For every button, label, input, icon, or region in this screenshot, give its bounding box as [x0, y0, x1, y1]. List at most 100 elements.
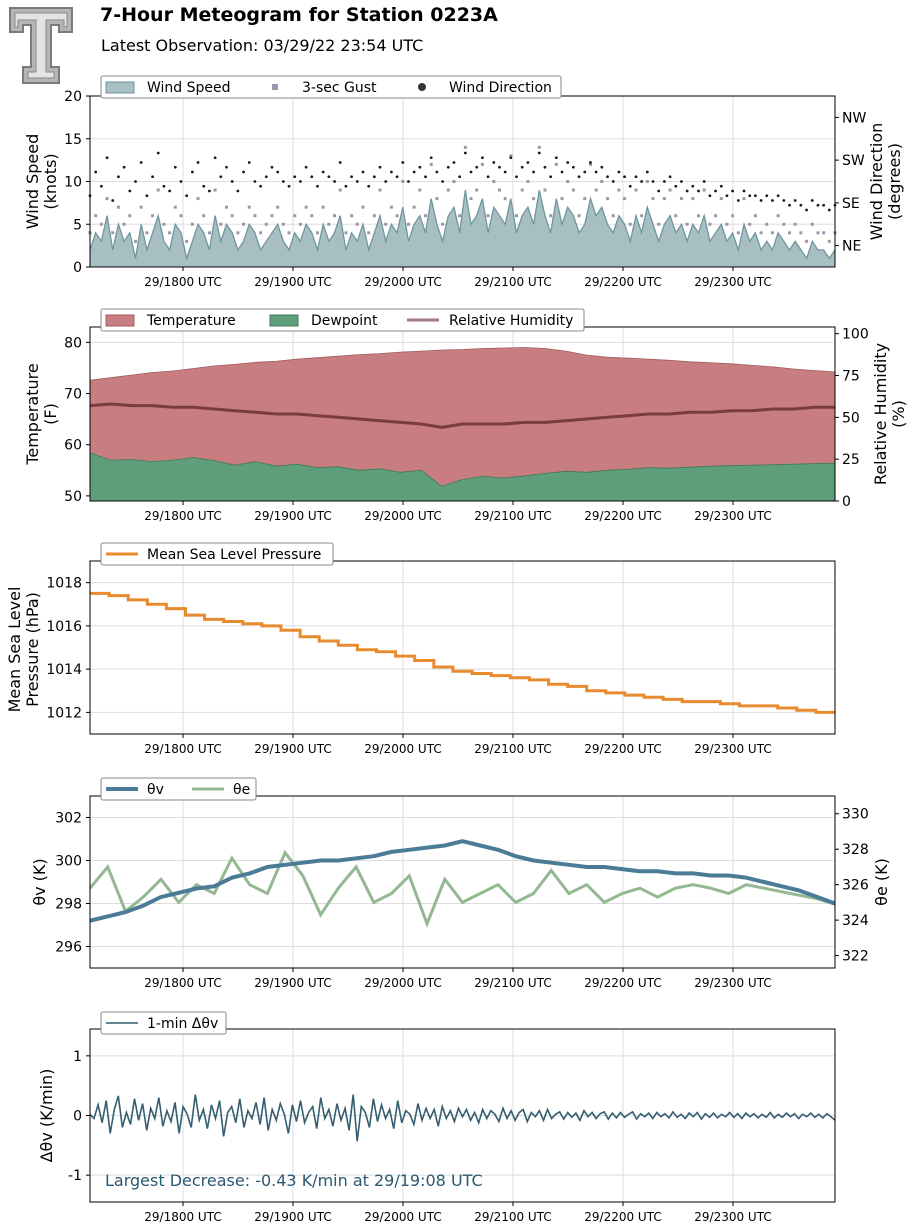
wind-direction-point	[498, 165, 501, 169]
legend-box	[100, 308, 585, 332]
gust-point	[475, 188, 479, 192]
x-tick-label: 29/2000 UTC	[364, 976, 441, 990]
gust-point	[594, 188, 598, 192]
wind-direction-point	[446, 165, 450, 169]
y2-tick-label: SE	[842, 196, 860, 212]
wind-direction-point	[230, 180, 234, 183]
gust-point	[691, 197, 695, 201]
x-tick-label: 29/1800 UTC	[144, 1210, 221, 1224]
wind-direction-point	[719, 184, 723, 188]
x-tick-label: 29/2100 UTC	[474, 509, 551, 523]
wind-direction-point	[492, 161, 496, 164]
x-tick-label: 29/2200 UTC	[584, 509, 661, 523]
gust-point	[770, 231, 774, 235]
x-tick-label: 29/2200 UTC	[584, 275, 661, 289]
wind-direction-point	[287, 184, 291, 188]
wind-direction-point	[714, 189, 717, 193]
gust-point	[202, 214, 206, 218]
y-tick-label: 298	[55, 897, 82, 913]
gust-point	[315, 231, 319, 235]
wind-direction-point	[281, 180, 285, 183]
theta-e-axis-label: θe (K)	[872, 858, 891, 906]
y-tick-label: 10	[64, 175, 82, 191]
gust-point	[429, 162, 433, 166]
y2-tick-label: 330	[842, 807, 869, 823]
wind-direction-point	[657, 189, 661, 193]
gust-point	[731, 214, 735, 218]
wind-direction-point	[583, 170, 587, 174]
x-tick-label: 29/1900 UTC	[254, 742, 331, 756]
gust-point	[685, 222, 689, 226]
gust-point	[788, 231, 792, 235]
gust-point	[588, 162, 592, 166]
wind-direction-point	[378, 165, 382, 169]
gust-point	[105, 197, 109, 201]
delta-theta-axis-label: Δθv (K/min)	[37, 1069, 56, 1163]
y2-tick-label: 328	[842, 842, 869, 858]
gust-point	[384, 222, 388, 226]
wind-direction-point	[742, 189, 746, 193]
plot-frame	[89, 560, 836, 735]
gust-point	[537, 145, 541, 149]
y-tick-label: 60	[64, 438, 82, 454]
wind-direction-point	[708, 194, 712, 198]
gust-point	[128, 214, 132, 218]
temperature-axis-label: Temperature(F)	[23, 363, 60, 465]
gust-point	[94, 214, 98, 218]
latest-observation-label: Latest Observation: 03/29/22 23:54 UTC	[101, 36, 424, 55]
panel-temperature: 50 60 70 80 29/1800 UTC 29/1900 UTC 29/2000 UT…	[23, 308, 908, 523]
gust-point	[725, 222, 729, 226]
gust-point	[526, 180, 530, 183]
x-tick-label: 29/2000 UTC	[364, 742, 441, 756]
panel-theta: 296 298 300 302 29/1800 UTC 29/1900 UTC 29/200…	[30, 777, 891, 990]
gust-point	[355, 222, 359, 226]
x-tick-label: 29/2300 UTC	[694, 509, 771, 523]
wind-direction-point	[674, 184, 678, 188]
gust-point	[640, 214, 644, 218]
y-tick-label: 5	[73, 217, 82, 233]
gust-point	[133, 239, 137, 243]
wind-direction-point	[350, 175, 354, 179]
gust-point	[378, 188, 382, 192]
wind-direction-point	[372, 175, 376, 179]
gust-point	[543, 188, 547, 192]
wind-speed-axis-label: Wind Speed(knots)	[23, 134, 60, 229]
gust-point	[805, 239, 809, 243]
y-tick-label: 70	[64, 387, 82, 403]
legend-box	[100, 542, 334, 566]
gust-point	[497, 188, 501, 192]
x-tick-label: 29/2000 UTC	[364, 275, 441, 289]
wind-direction-point	[435, 170, 439, 174]
gust-point	[139, 205, 143, 209]
y-tick-label: 50	[64, 489, 82, 505]
x-tick-label: 29/1800 UTC	[144, 976, 221, 990]
legend-marker	[418, 83, 426, 91]
legend-swatch	[105, 314, 135, 327]
gust-point	[247, 205, 251, 209]
wind-direction-point	[532, 170, 535, 174]
wind-direction-point	[407, 180, 410, 183]
wind-direction-point	[611, 180, 615, 183]
legend-box	[100, 75, 562, 99]
wind-direction-point	[805, 208, 808, 212]
gust-point	[435, 197, 439, 201]
gust-point	[446, 188, 450, 192]
gust-point	[748, 222, 752, 226]
x-tick-label: 29/2100 UTC	[474, 1210, 551, 1224]
x-tick-label: 29/1900 UTC	[254, 976, 331, 990]
y-tick-label: 300	[55, 854, 82, 870]
gust-point	[458, 214, 462, 218]
gust-point	[287, 231, 291, 235]
gust-point	[793, 222, 797, 226]
wind-direction-point	[94, 170, 98, 174]
wind-direction-point	[128, 189, 132, 193]
y2-tick-label: 75	[842, 369, 860, 385]
panel-pressure: 1012 1014 1016 1018 29/1800 UTC 29/1900 UTC 29…	[5, 542, 836, 756]
wind-direction-point	[776, 194, 780, 198]
gust-point	[151, 214, 155, 218]
wind-direction-point	[543, 165, 547, 169]
x-tick-label: 29/1900 UTC	[254, 509, 331, 523]
gust-point	[179, 214, 183, 218]
wind-direction-point	[276, 170, 280, 174]
gust-point	[156, 188, 160, 192]
